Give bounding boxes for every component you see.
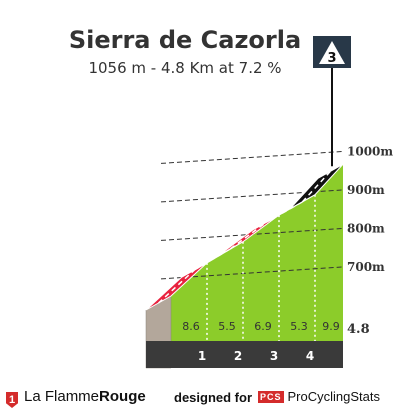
gradient-label: 6.9 [254,320,272,333]
km-label: 4 [306,349,314,363]
final-distance-label: 4.8 [347,322,370,337]
segment-face [243,215,279,341]
elevation-profile-chart: 8.6 5.5 6.9 5.3 9.9 1 2 3 4 4.8 1000m 900m 800m 700m 3 [145,36,393,369]
km-label: 2 [234,349,242,363]
segment-face [315,164,343,341]
segment-centerline [194,248,231,271]
designed-for-label: designed for [174,390,253,405]
segment-centerline [266,201,303,223]
gradient-label: 5.3 [290,320,308,333]
km-label: 3 [270,349,278,363]
procyclingstats-brand[interactable]: PCS ProCyclingStats [258,389,380,404]
altitude-label: 900m [347,183,385,197]
segment-face [171,262,207,341]
altitude-label: 800m [347,221,385,235]
gradient-label: 8.6 [182,320,200,333]
gradient-label: 5.5 [218,320,236,333]
pcs-logo-icon: PCS [258,391,284,403]
altitude-gridline [160,266,344,280]
segment-face [207,241,243,341]
altitude-label: 700m [347,260,385,274]
pcs-name: ProCyclingStats [287,389,380,404]
altitude-gridline [160,189,344,203]
gradient-label: 9.9 [322,320,340,333]
km-label: 1 [198,349,206,363]
altitude-gridline [160,150,344,164]
segment-centerline [301,170,332,203]
category-badge-number: 3 [327,51,336,66]
footer: 1 La FlammeRouge designed for PCS ProCycli… [0,384,405,415]
laflammerouge-brand[interactable]: 1 La FlammeRouge [6,388,146,408]
profile-title: Sierra de Cazorla [68,26,302,54]
flamme-rouge-logo-icon: 1 [6,392,18,408]
brand-suffix: Rouge [99,388,146,405]
profile-subtitle: 1056 m - 4.8 Km at 7.2 % [88,59,282,77]
base-strip [146,341,343,368]
segment-centerline [230,221,267,250]
brand-prefix: La Flamme [24,388,100,405]
segment-centerline [157,269,196,304]
altitude-label: 1000m [347,144,393,158]
category-triangle-icon [319,41,345,64]
